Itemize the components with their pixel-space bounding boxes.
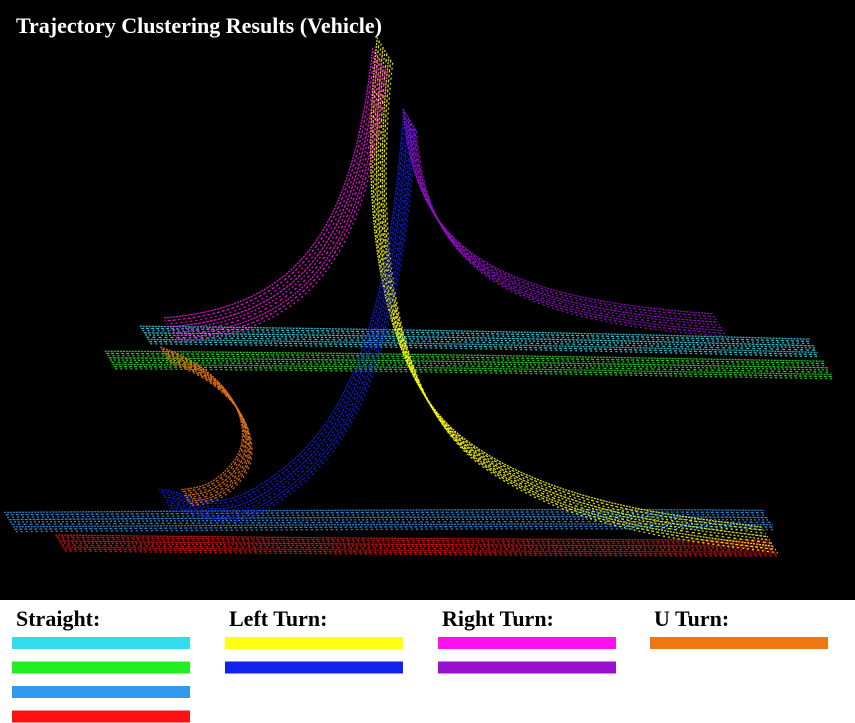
legend-swatch bbox=[650, 637, 828, 649]
trajectory bbox=[383, 59, 776, 551]
trajectory bbox=[142, 329, 813, 345]
trajectory bbox=[144, 334, 816, 349]
legend-swatch bbox=[438, 637, 616, 649]
trajectory bbox=[373, 43, 767, 535]
trajectory bbox=[409, 119, 721, 326]
trajectory bbox=[168, 56, 379, 328]
trajectory bbox=[407, 117, 719, 323]
legend-label: Left Turn: bbox=[229, 606, 327, 631]
trajectory bbox=[372, 40, 765, 532]
trajectory bbox=[158, 109, 405, 502]
trajectory bbox=[412, 125, 724, 332]
legend: Straight: Left Turn: Right Turn: U Turn: bbox=[12, 606, 828, 723]
trajectory bbox=[402, 108, 714, 315]
trajectory bbox=[56, 536, 772, 543]
legend-label: Right Turn: bbox=[442, 606, 554, 631]
trajectory bbox=[57, 538, 773, 545]
legend-swatch bbox=[225, 661, 403, 674]
trajectory bbox=[370, 37, 763, 528]
title: Trajectory Clustering Results (Vehicle) bbox=[16, 13, 382, 38]
legend-swatch bbox=[12, 710, 190, 723]
trajectory bbox=[64, 550, 780, 557]
trajectory bbox=[171, 130, 417, 523]
trajectory bbox=[63, 548, 779, 555]
plot-background bbox=[0, 0, 855, 600]
trajectory bbox=[163, 117, 410, 510]
trajectories bbox=[4, 37, 836, 557]
legend-swatch bbox=[438, 661, 616, 674]
trajectory bbox=[147, 338, 818, 354]
trajectory bbox=[58, 540, 774, 547]
trajectory bbox=[7, 513, 768, 518]
trajectory bbox=[160, 112, 406, 505]
trajectory bbox=[148, 340, 819, 356]
trajectory bbox=[414, 128, 726, 335]
trajectory bbox=[146, 336, 817, 351]
legend-label: U Turn: bbox=[654, 606, 729, 631]
trajectory bbox=[164, 354, 248, 499]
trajectory bbox=[166, 122, 413, 515]
trajectory bbox=[177, 71, 388, 343]
trajectory bbox=[161, 348, 245, 493]
trajectory bbox=[104, 350, 825, 362]
trajectory bbox=[139, 325, 810, 340]
trajectory bbox=[5, 511, 766, 516]
trajectory bbox=[169, 127, 416, 520]
legend-swatch bbox=[12, 686, 190, 698]
trajectory bbox=[404, 111, 716, 318]
trajectory bbox=[162, 47, 374, 319]
trajectory bbox=[164, 50, 376, 322]
trajectory bbox=[11, 520, 772, 526]
legend-label: Straight: bbox=[16, 606, 100, 631]
trajectory bbox=[55, 534, 771, 541]
trajectory bbox=[113, 365, 834, 378]
trajectory bbox=[161, 114, 408, 507]
trajectory bbox=[59, 542, 776, 549]
trajectory bbox=[168, 360, 252, 505]
trajectory bbox=[15, 528, 776, 533]
trajectory bbox=[166, 53, 378, 325]
trajectory bbox=[9, 518, 771, 523]
trajectory bbox=[167, 358, 251, 503]
trajectory bbox=[150, 343, 821, 358]
trajectory bbox=[8, 516, 769, 521]
trajectory bbox=[112, 363, 833, 376]
trajectory bbox=[375, 46, 769, 538]
trajectory bbox=[175, 68, 387, 340]
trajectory bbox=[168, 125, 414, 518]
trajectory bbox=[164, 119, 411, 512]
trajectory bbox=[171, 62, 383, 334]
trajectory bbox=[377, 49, 771, 541]
legend-swatch bbox=[12, 637, 190, 649]
trajectory bbox=[4, 508, 765, 514]
legend-swatch bbox=[12, 661, 190, 674]
legend-swatch bbox=[225, 637, 403, 649]
trajectory bbox=[411, 122, 722, 329]
trajectory bbox=[165, 356, 249, 501]
trajectory bbox=[379, 53, 773, 544]
trajectory bbox=[163, 352, 247, 497]
trajectory bbox=[143, 332, 814, 347]
trajectory bbox=[385, 62, 778, 554]
trajectory bbox=[108, 357, 829, 369]
trajectory bbox=[141, 327, 812, 343]
trajectory bbox=[14, 525, 775, 530]
trajectory bbox=[106, 352, 827, 365]
trajectory bbox=[173, 65, 385, 337]
trajectory bbox=[62, 546, 778, 553]
trajectory bbox=[159, 346, 243, 491]
trajectory bbox=[381, 56, 774, 548]
